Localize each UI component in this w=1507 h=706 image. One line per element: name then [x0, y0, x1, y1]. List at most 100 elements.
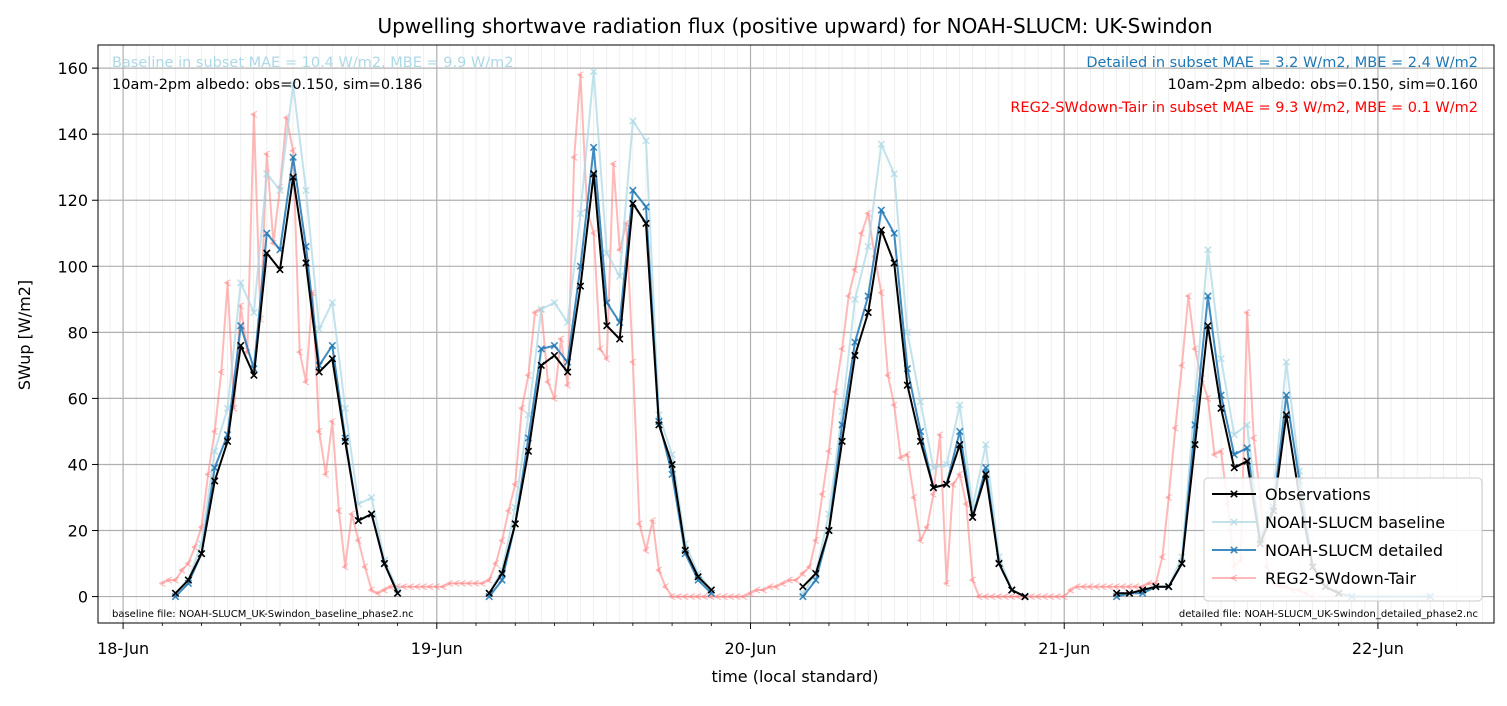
data-point: [172, 576, 179, 584]
data-point: [550, 341, 559, 350]
data-point: [668, 593, 676, 601]
data-point: [936, 431, 944, 439]
data-point: [400, 583, 408, 591]
data-point: [799, 592, 807, 601]
data-point: [537, 345, 546, 353]
data-point: [1008, 593, 1016, 601]
y-axis: 0 20 40 60 80 100 120 140 160: [57, 59, 98, 607]
data-point: [341, 437, 349, 446]
data-point: [851, 351, 859, 360]
data-point: [968, 513, 977, 522]
data-point: [747, 589, 754, 597]
data-point: [943, 579, 950, 587]
data-point: [910, 493, 918, 502]
data-point: [681, 593, 689, 601]
data-point: [472, 579, 480, 587]
data-point: [1106, 583, 1114, 591]
data-point: [753, 586, 761, 594]
data-point: [433, 583, 441, 591]
data-point: [832, 388, 839, 396]
data-point: [851, 266, 859, 274]
data-point: [557, 335, 565, 343]
series-observations: [171, 170, 1343, 601]
data-point: [877, 140, 886, 148]
data-point: [897, 454, 905, 462]
data-point: [929, 483, 938, 492]
series-line: [802, 229, 1026, 598]
data-point: [858, 229, 865, 237]
legend-entry: NOAH-SLUCM baseline: [1212, 513, 1445, 532]
data-point: [420, 583, 427, 591]
data-point: [380, 559, 389, 568]
data-point: [949, 480, 957, 488]
series-line: [802, 143, 1026, 598]
data-point: [603, 249, 611, 257]
baseline-file-annotation: baseline file: NOAH-SLUCM_UK-Swindon_bas…: [112, 609, 414, 620]
data-point: [662, 583, 669, 591]
data-point: [655, 566, 663, 574]
data-point: [524, 447, 533, 456]
data-point: [367, 493, 376, 502]
data-point: [767, 583, 774, 591]
detailed-mae-annotation: Detailed in subset MAE = 3.2 W/m2, MBE =…: [1086, 55, 1478, 71]
data-point: [799, 569, 807, 577]
data-point: [289, 153, 297, 162]
data-point: [864, 308, 872, 317]
y-tick-label: 0: [78, 588, 88, 607]
data-point: [989, 593, 996, 601]
data-point: [1230, 430, 1239, 439]
data-point: [929, 464, 938, 472]
data-point: [1211, 451, 1218, 459]
data-point: [302, 259, 310, 267]
data-point: [289, 80, 297, 89]
data-point: [563, 318, 572, 327]
data-point: [165, 576, 173, 584]
data-point: [210, 464, 219, 472]
data-point: [890, 259, 898, 267]
data-point: [1080, 583, 1088, 591]
data-point: [629, 199, 637, 208]
data-point: [838, 437, 846, 446]
data-point: [302, 378, 310, 386]
data-point: [544, 378, 552, 386]
data-point: [1243, 457, 1251, 465]
data-point: [649, 517, 656, 525]
data-point: [838, 345, 846, 353]
data-point: [812, 536, 820, 544]
data-point: [688, 593, 696, 601]
data-point: [407, 583, 415, 591]
chart-title: Upwelling shortwave radiation flux (posi…: [377, 14, 1212, 38]
data-point: [727, 593, 735, 601]
data-point: [459, 579, 467, 587]
data-point: [367, 510, 376, 518]
x-tick-label: 18-Jun: [97, 639, 149, 658]
data-point: [1204, 292, 1212, 300]
data-point: [329, 417, 336, 426]
data-point: [1217, 447, 1225, 455]
data-point: [1165, 493, 1172, 502]
data-point: [1217, 355, 1225, 363]
legend-label: REG2-SWdown-Tair: [1265, 569, 1416, 588]
data-point: [982, 593, 990, 601]
data-point: [642, 137, 650, 145]
data-point: [1152, 582, 1160, 591]
legend-entry: Observations: [1212, 485, 1371, 504]
data-point: [374, 589, 382, 597]
legend-entry: NOAH-SLUCM detailed: [1212, 541, 1443, 560]
series-layer: [159, 67, 1435, 601]
legend-entry: REG2-SWdown-Tair: [1212, 569, 1416, 588]
data-point: [191, 543, 199, 551]
data-point: [930, 490, 937, 498]
data-point: [877, 206, 886, 214]
data-point: [1204, 394, 1212, 402]
data-point: [263, 249, 271, 257]
data-point: [505, 507, 512, 515]
data-point: [629, 117, 637, 125]
y-tick-label: 100: [57, 257, 88, 276]
data-point: [1113, 583, 1120, 591]
data-point: [1282, 358, 1291, 366]
data-point: [276, 265, 284, 274]
data-point: [236, 341, 245, 350]
data-point: [479, 579, 486, 587]
